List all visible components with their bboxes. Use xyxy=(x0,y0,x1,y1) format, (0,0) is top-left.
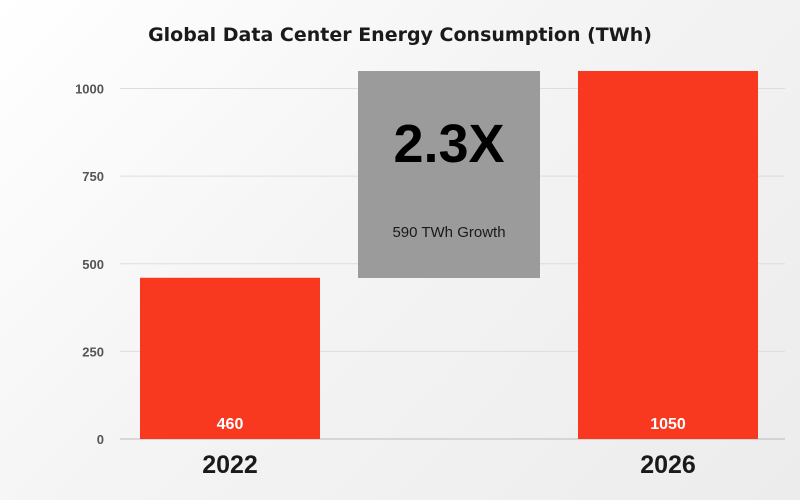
y-tick-label: 750 xyxy=(82,169,104,184)
bar-2022 xyxy=(140,277,320,439)
y-axis: 0 250 500 750 1000 xyxy=(75,82,104,447)
y-tick-label: 0 xyxy=(97,432,104,447)
y-tick-label: 250 xyxy=(82,344,104,359)
callout-headline: 2.3X xyxy=(393,114,504,174)
x-axis: 2022 2026 xyxy=(202,451,696,479)
y-tick-label: 500 xyxy=(82,257,104,272)
bars: 460 1050 xyxy=(140,71,758,439)
growth-callout: 2.3X 590 TWh Growth xyxy=(358,71,540,278)
chart-title: Global Data Center Energy Consumption (T… xyxy=(148,24,652,46)
value-label: 460 xyxy=(217,416,244,433)
y-tick-label: 1000 xyxy=(75,82,104,97)
value-label: 1050 xyxy=(650,416,686,433)
bar-2026 xyxy=(578,71,758,439)
category-label: 2026 xyxy=(640,451,696,479)
category-label: 2022 xyxy=(202,451,258,479)
callout-box xyxy=(358,71,540,278)
callout-text: 590 TWh Growth xyxy=(392,224,505,241)
